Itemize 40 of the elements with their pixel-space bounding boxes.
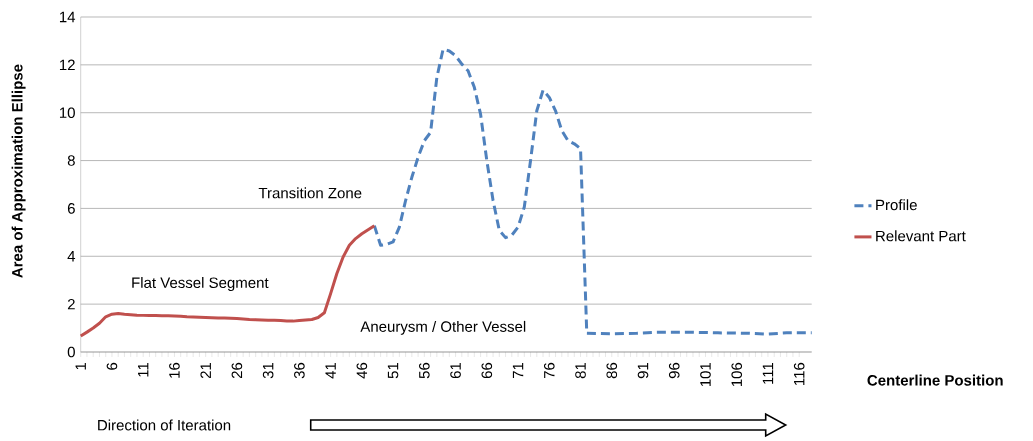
x-tick-label: 36	[294, 362, 305, 379]
legend-label: Profile	[876, 199, 917, 211]
x-tick-label: 1	[75, 362, 86, 370]
legend-label: Relevant Part	[876, 230, 966, 242]
y-tick-label: 2	[67, 298, 75, 310]
x-tick-label: 81	[575, 362, 586, 379]
x-tick-label: 76	[543, 362, 555, 379]
x-axis-title: Centerline Position	[867, 374, 1003, 386]
y-tick-label: 10	[59, 107, 75, 119]
x-tick-label: 26	[231, 362, 243, 379]
x-tick-label: 106	[731, 362, 743, 387]
x-tick-label: 46	[356, 362, 368, 379]
text: Direction of Iteration	[98, 419, 231, 431]
annotation: Aneurysm / Other Vessel	[360, 320, 526, 335]
x-tick-label: 11	[138, 362, 149, 377]
x-tick-label: 21	[200, 362, 211, 379]
x-tick-label: 86	[606, 362, 618, 379]
x-tick-label: 91	[637, 362, 649, 379]
y-tick-label: 0	[67, 346, 75, 358]
x-tick-label: 101	[700, 362, 711, 387]
x-tick-label: 96	[668, 362, 680, 379]
y-axis-title: Area of Approximation Ellipse	[11, 64, 26, 278]
x-tick-label: 56	[419, 362, 430, 379]
x-tick-label: 41	[325, 362, 336, 379]
annotation: Transition Zone	[258, 187, 362, 199]
x-tick-label: 51	[387, 362, 399, 379]
y-tick-label: 6	[67, 203, 75, 214]
x-tick-label: 116	[793, 362, 805, 385]
x-tick-label: 31	[262, 362, 274, 379]
y-tick-label: 12	[59, 59, 75, 71]
y-tick-label: 14	[59, 11, 76, 23]
y-tick-label: 8	[67, 155, 75, 166]
y-tick-label: 4	[67, 251, 76, 262]
annotation: Flat Vessel Segment	[132, 276, 269, 291]
x-tick-label: 111	[762, 362, 774, 384]
x-tick-label: 61	[450, 362, 461, 379]
x-tick-label: 6	[106, 362, 118, 370]
x-tick-label: 71	[512, 362, 524, 379]
x-tick-label: 66	[481, 362, 493, 379]
x-tick-label: 16	[169, 362, 180, 378]
